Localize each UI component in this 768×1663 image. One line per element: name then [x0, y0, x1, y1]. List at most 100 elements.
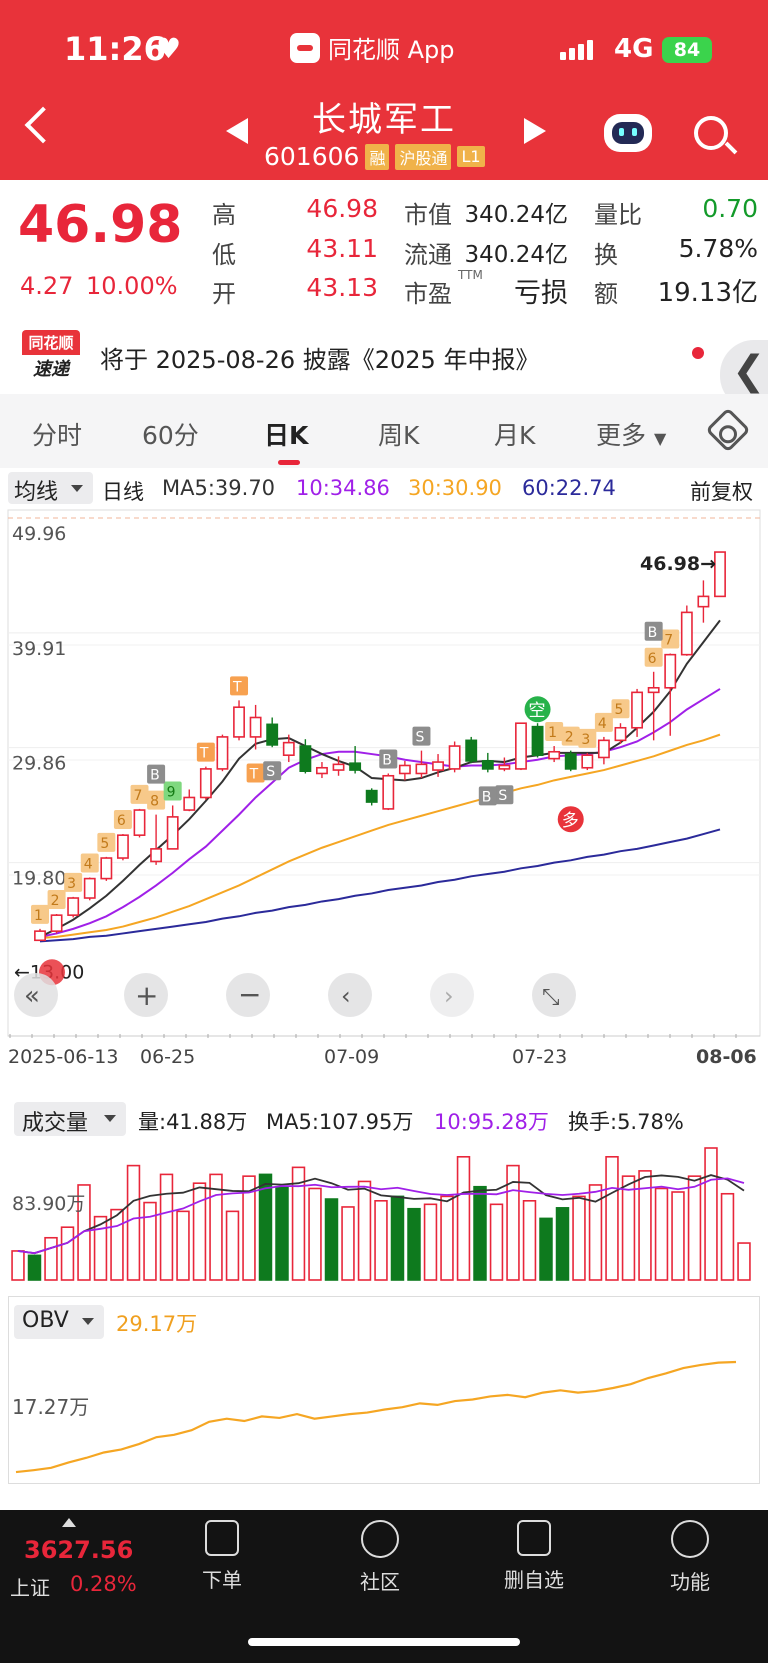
search-icon[interactable] — [694, 116, 728, 150]
signal-text: T — [199, 746, 209, 762]
next-stock-icon[interactable] — [524, 118, 546, 144]
robot-assistant-icon[interactable] — [604, 114, 652, 152]
nav-remove-watchlist[interactable]: 删自选 — [484, 1520, 584, 1593]
kline-frame — [7, 509, 761, 1037]
volume-ma5-line — [17, 1174, 745, 1255]
volume-indicator-select[interactable]: 成交量 — [14, 1102, 126, 1136]
tab-monthly-k[interactable]: 月K — [494, 421, 536, 450]
nav-community[interactable]: 社区 — [330, 1520, 430, 1595]
candle-body — [465, 739, 478, 762]
x-tick-label: 08-06 — [696, 1046, 757, 1068]
indicator-select[interactable]: 均线 — [8, 472, 93, 505]
signal-badge — [113, 810, 132, 830]
mcap-value: 340.24亿 — [464, 202, 568, 228]
signal-text: S — [415, 730, 424, 746]
volume-bar — [737, 1242, 751, 1281]
obv-chart[interactable]: 17.27万 — [0, 1340, 768, 1484]
tag-margin: 融 — [365, 143, 390, 170]
amount-label: 额 — [594, 280, 618, 308]
volume-bar — [621, 1175, 636, 1281]
candle-body — [481, 760, 494, 770]
signal-badge — [611, 699, 630, 719]
candle-body — [515, 722, 527, 770]
volume-bar — [456, 1155, 471, 1281]
obv-y-label: 17.27万 — [12, 1395, 89, 1419]
signal-badge — [545, 722, 564, 742]
volume-bar — [473, 1185, 487, 1281]
signal-text: 9 — [167, 784, 176, 800]
volume-bar — [209, 1173, 223, 1281]
volume-chart[interactable]: 83.90万 — [0, 1140, 768, 1286]
tab-more[interactable]: 更多 ▼ — [596, 416, 666, 452]
scroll-right-button[interactable] — [430, 973, 474, 1017]
scroll-left-button[interactable] — [328, 973, 372, 1017]
signal-text: 4 — [84, 856, 93, 872]
kline-markers: 46.98→←13.00 — [14, 553, 716, 986]
candle-body — [448, 745, 461, 770]
signal-text: 8 — [150, 794, 159, 810]
signal-text: T — [232, 679, 242, 695]
candle-body — [714, 551, 726, 598]
candle-body — [365, 789, 378, 803]
tab-60min[interactable]: 60分 — [142, 421, 199, 450]
zoom-in-button[interactable] — [124, 973, 168, 1017]
signal-badge — [412, 726, 431, 746]
volume-bar — [390, 1195, 405, 1281]
candle-body — [581, 754, 594, 769]
volume-ratio-value: 0.70 — [702, 194, 758, 223]
tab-weekly-k[interactable]: 周K — [378, 421, 420, 450]
candle-body — [415, 763, 428, 775]
volume-ma10-legend: 10:95.28万 — [434, 1110, 549, 1134]
fullscreen-button[interactable] — [532, 973, 576, 1017]
candle-body — [266, 723, 279, 746]
battery-icon: 84 — [662, 37, 712, 63]
news-text[interactable]: 将于 2025-08-26 披露《2025 年中报》 — [100, 346, 540, 374]
obv-indicator-select[interactable]: OBV — [14, 1305, 104, 1339]
signal-badge — [644, 647, 663, 667]
stock-code-row: 601606 融 沪股通 L1 — [264, 142, 485, 171]
collapse-left-button[interactable] — [14, 973, 58, 1017]
float-value: 340.24亿 — [464, 242, 568, 268]
signal-text: B — [382, 752, 392, 768]
high-value: 46.98 — [306, 194, 378, 223]
ma5-legend: MA5:39.70 — [162, 476, 276, 500]
adjust-mode[interactable]: 前复权 — [690, 480, 753, 504]
signal-text: T — [249, 766, 259, 782]
nav-order[interactable]: 下单 — [172, 1520, 272, 1593]
index-value[interactable]: 3627.56 — [24, 1536, 134, 1564]
candle-body — [349, 762, 362, 771]
signal-badge — [147, 764, 166, 784]
volume-bar — [44, 1236, 58, 1281]
candle-body — [282, 741, 295, 756]
tab-intraday[interactable]: 分时 — [32, 421, 83, 450]
signal-text: 4 — [598, 716, 607, 732]
volume-y-label: 83.90万 — [12, 1193, 85, 1215]
index-up-icon — [62, 1518, 76, 1527]
ma5-line — [39, 619, 721, 938]
chart-settings-icon[interactable] — [705, 407, 751, 453]
prev-stock-icon[interactable] — [226, 118, 248, 144]
candle-body — [116, 834, 129, 859]
volume-bar — [374, 1199, 388, 1281]
indicator-select-label: 均线 — [14, 480, 59, 505]
fullscreen-icon: ⤡ — [542, 985, 560, 1010]
volume-bar — [159, 1173, 174, 1281]
signal-text: 多 — [562, 811, 579, 831]
tab-daily-k[interactable]: 日K — [264, 421, 309, 450]
candle-body — [100, 857, 113, 880]
volume-bar — [357, 1180, 372, 1281]
signal-badge-short — [524, 696, 551, 723]
nav-functions[interactable]: 功能 — [640, 1520, 740, 1595]
obv-frame — [8, 1296, 760, 1484]
candle-body — [299, 745, 312, 772]
signal-badge — [97, 832, 116, 852]
zoom-out-button[interactable] — [226, 973, 270, 1017]
ma10-legend: 10:34.86 — [296, 476, 390, 500]
candle-body — [249, 716, 262, 738]
stock-name: 长城军工 — [312, 100, 456, 140]
signal-badge — [578, 728, 597, 748]
volume-ratio-label: 量比 — [594, 201, 642, 229]
chevron-left-icon: ‹ — [341, 982, 351, 1010]
signal-badge — [163, 781, 182, 801]
